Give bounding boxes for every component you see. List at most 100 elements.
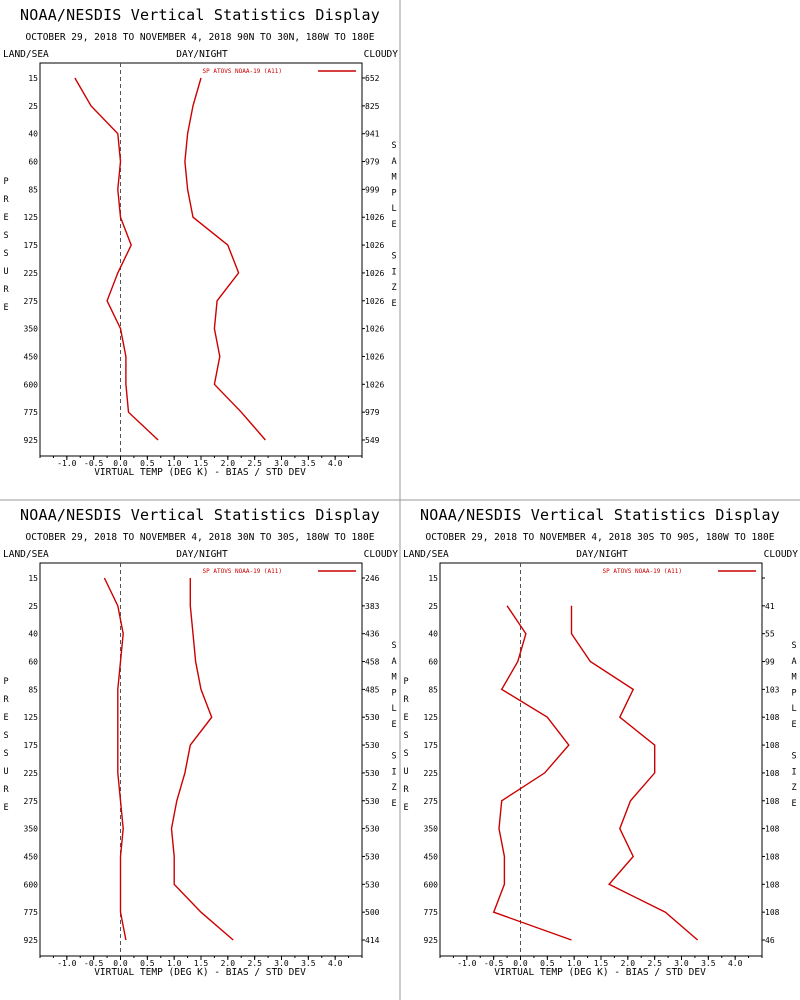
pressure-level-label: 15 — [28, 74, 38, 83]
sample-size-label: 108 — [765, 713, 780, 722]
sample-size-label: 246 — [365, 574, 380, 583]
pressure-axis-letter: S — [403, 731, 408, 741]
x-tick-label: 1.5 — [194, 459, 209, 468]
x-tick-label: 3.0 — [274, 959, 289, 968]
pressure-level-label: 25 — [28, 602, 38, 611]
pressure-level-label: 125 — [24, 213, 39, 222]
sample-size-label: 55 — [765, 630, 775, 639]
pressure-level-label: 925 — [24, 936, 39, 945]
pressure-axis-letter: E — [3, 213, 8, 223]
sample-size-axis-letter: S — [791, 641, 796, 651]
sample-size-label: 941 — [365, 130, 380, 139]
sample-size-axis-letter: E — [791, 720, 796, 730]
panel-title: NOAA/NESDIS Vertical Statistics Display — [20, 6, 380, 24]
x-tick-label: 0.5 — [540, 959, 555, 968]
x-tick-label: 0.5 — [140, 959, 155, 968]
x-tick-label: 0.5 — [140, 459, 155, 468]
pressure-level-label: 225 — [24, 769, 39, 778]
sample-size-axis-letter: M — [391, 673, 396, 683]
pressure-level-label: 450 — [24, 352, 39, 361]
pressure-level-label: 275 — [24, 797, 39, 806]
pressure-axis-letter: S — [3, 749, 8, 759]
sample-size-label: 652 — [365, 74, 380, 83]
x-axis-label: VIRTUAL TEMP (DEG K) - BIAS / STD DEV — [94, 967, 306, 978]
x-tick-label: 3.5 — [701, 959, 716, 968]
sample-size-label: 1026 — [365, 352, 384, 361]
pressure-level-label: 175 — [24, 241, 39, 250]
pressure-level-label: 25 — [28, 102, 38, 111]
pressure-axis-letter: R — [3, 195, 9, 205]
bias-series-line — [74, 77, 159, 441]
pressure-axis-letter: E — [3, 303, 8, 313]
x-tick-label: 3.5 — [301, 959, 316, 968]
std-dev-series-line — [184, 77, 266, 441]
sample-size-label: 41 — [765, 602, 775, 611]
pressure-axis-letter: R — [3, 785, 9, 795]
sample-size-label: 99 — [765, 658, 775, 667]
pressure-axis-letter: U — [3, 267, 8, 277]
pressure-level-label: 450 — [24, 852, 39, 861]
pressure-level-label: 15 — [428, 574, 438, 583]
sample-size-label: 530 — [365, 825, 380, 834]
pressure-level-label: 225 — [424, 769, 439, 778]
pressure-level-label: 600 — [424, 880, 439, 889]
x-tick-label: 3.0 — [274, 459, 289, 468]
sample-size-label: 530 — [365, 713, 380, 722]
land-sea-label: LAND/SEA — [3, 49, 49, 60]
sample-size-axis-letter: E — [391, 720, 396, 730]
pressure-level-label: 40 — [428, 630, 438, 639]
sample-size-label: 383 — [365, 602, 380, 611]
panel-2: NOAA/NESDIS Vertical Statistics Display O… — [3, 506, 398, 978]
x-tick-label: 1.5 — [594, 959, 609, 968]
x-tick-label: -0.5 — [484, 959, 503, 968]
sample-size-label: 108 — [765, 797, 780, 806]
x-tick-label: 1.5 — [194, 959, 209, 968]
sample-size-axis-letter: S — [391, 141, 396, 151]
pressure-axis-letter: R — [3, 285, 9, 295]
pressure-level-label: 275 — [24, 297, 39, 306]
sample-size-label: 414 — [365, 936, 380, 945]
pressure-level-label: 125 — [424, 713, 439, 722]
plot-frame — [39, 562, 363, 957]
legend-label: SP ATOVS NOAA-19 (A11) — [203, 68, 282, 75]
day-night-label: DAY/NIGHT — [176, 49, 228, 60]
sample-size-label: 1026 — [365, 325, 384, 334]
pressure-level-label: 125 — [24, 713, 39, 722]
sample-size-label: 103 — [765, 685, 780, 694]
pressure-level-label: 775 — [24, 908, 39, 917]
sample-size-label: 1026 — [365, 241, 384, 250]
x-tick-label: -1.0 — [57, 959, 76, 968]
x-tick-label: 4.0 — [728, 959, 743, 968]
pressure-level-label: 925 — [24, 436, 39, 445]
sample-size-axis-letter: P — [791, 688, 796, 698]
sample-size-label: 530 — [365, 852, 380, 861]
panel-3: NOAA/NESDIS Vertical Statistics Display O… — [403, 506, 798, 978]
sample-size-axis-letter: I — [791, 767, 796, 777]
cloudy-label: CLOUDY — [364, 49, 399, 60]
pressure-level-label: 40 — [28, 130, 38, 139]
pressure-level-label: 775 — [424, 908, 439, 917]
sample-size-axis-letter: A — [791, 657, 796, 667]
sample-size-label: 436 — [365, 630, 380, 639]
pressure-level-label: 175 — [424, 741, 439, 750]
pressure-axis-letter: R — [3, 695, 9, 705]
x-tick-label: 2.0 — [221, 459, 236, 468]
x-tick-label: 3.5 — [301, 459, 316, 468]
pressure-axis-letter: E — [3, 803, 8, 813]
pressure-axis-letter: E — [403, 803, 408, 813]
x-tick-label: -1.0 — [457, 959, 476, 968]
panel-subtitle: OCTOBER 29, 2018 TO NOVEMBER 4, 2018 30S… — [426, 532, 775, 543]
panel-1: NOAA/NESDIS Vertical Statistics Display O… — [3, 6, 398, 478]
sample-size-label: 108 — [765, 852, 780, 861]
sample-size-label: 825 — [365, 102, 380, 111]
x-tick-label: 2.0 — [621, 959, 636, 968]
pressure-axis-letter: S — [3, 231, 8, 241]
bias-series-line — [492, 605, 572, 941]
x-tick-label: 2.5 — [247, 459, 262, 468]
sample-size-axis-letter: I — [391, 767, 396, 777]
pressure-level-label: 175 — [24, 741, 39, 750]
sample-size-label: 1026 — [365, 297, 384, 306]
x-tick-label: 1.0 — [167, 959, 182, 968]
sample-size-label: 485 — [365, 685, 380, 694]
